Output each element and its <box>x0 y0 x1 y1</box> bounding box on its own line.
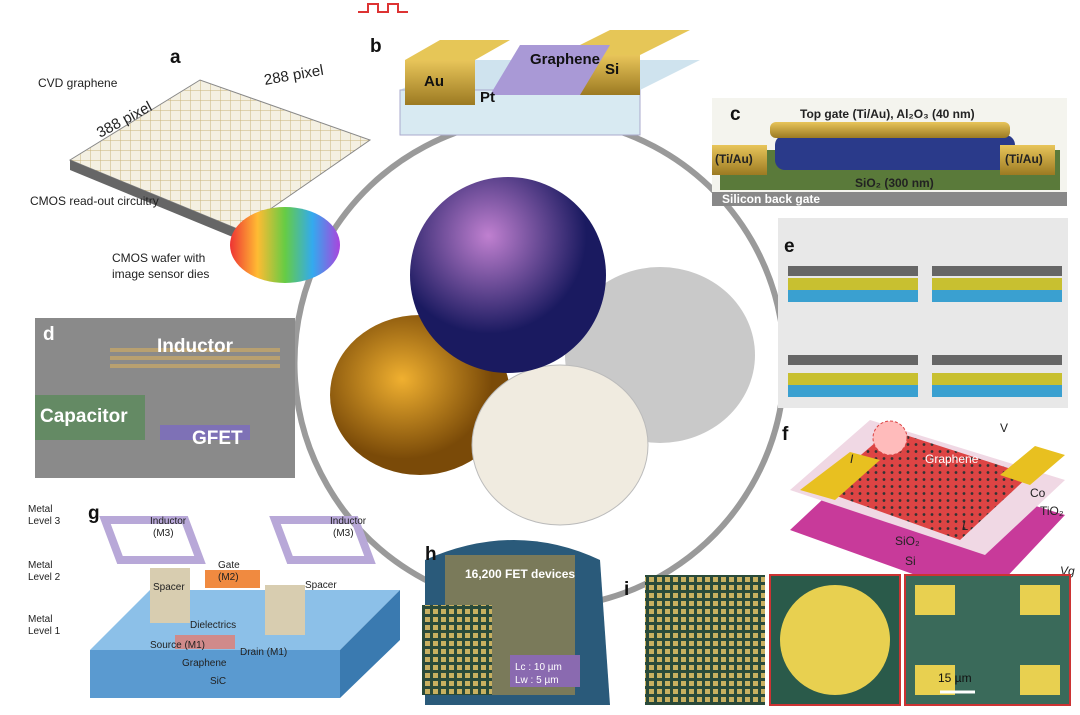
label: Spacer <box>305 580 337 591</box>
label: Gate <box>218 560 240 571</box>
label: Top gate (Ti/Au), Al₂O₃ (40 nm) <box>800 107 975 121</box>
scale-bar: 15 µm <box>938 671 972 685</box>
label: CMOS read-out circuitry <box>30 194 159 208</box>
label: (M3) <box>333 528 354 539</box>
label: 16,200 FET devices <box>465 567 575 581</box>
label: Inductor <box>157 336 234 357</box>
label: SiO₂ (300 nm) <box>855 176 934 190</box>
label: Inductor <box>150 516 187 527</box>
label: 288 pixel <box>263 62 325 89</box>
panel-a: a CVD graphene 288 pixel 388 pixel CMOS … <box>30 47 372 283</box>
label: Dielectrics <box>190 620 236 631</box>
label: Silicon back gate <box>722 192 820 206</box>
label: Inductor <box>330 516 367 527</box>
label: TiO₂ <box>1040 504 1064 518</box>
panel-label: c <box>730 104 741 125</box>
panel-label: b <box>370 36 382 57</box>
label: Lw : 5 µm <box>515 675 559 686</box>
label: (M3) <box>153 528 174 539</box>
panel-g: g Metal Level 3 Metal Level 2 Metal Leve… <box>28 503 400 698</box>
label: V <box>1000 421 1008 435</box>
label: Si <box>905 554 916 568</box>
label: Graphene <box>530 51 600 68</box>
panel-label: i <box>624 579 629 600</box>
readout <box>70 160 240 240</box>
label: Metal <box>28 614 52 625</box>
label: Capacitor <box>40 406 128 427</box>
panel-e: e <box>778 218 1068 408</box>
panel-h: h 16,200 FET devices Lc : 10 µm Lw : 5 µ… <box>422 540 610 705</box>
panel-label: f <box>782 424 789 445</box>
label: image sensor dies <box>112 267 209 281</box>
label: Level 3 <box>28 516 61 527</box>
label: Graphene <box>182 658 227 669</box>
wafer <box>471 364 649 526</box>
panel-label: d <box>43 324 55 345</box>
label: Graphene <box>925 452 979 466</box>
label: Lc : 10 µm <box>515 662 562 673</box>
panel-c: c Top gate (Ti/Au), Al₂O₃ (40 nm) (Ti/Au… <box>712 98 1067 206</box>
label: L <box>962 519 969 533</box>
panel-f: f I V Graphene Co TiO₂ L SiO₂ Si Vg <box>782 420 1075 600</box>
label: GFET <box>192 428 243 449</box>
wafer <box>410 177 606 373</box>
panel-b: b Au Pt Graphene Si <box>358 3 700 136</box>
panel-label: a <box>170 47 181 68</box>
label: Pt <box>480 89 495 106</box>
label: Si <box>605 61 619 78</box>
label: I <box>850 452 854 466</box>
label: CVD graphene <box>38 76 118 90</box>
panel-d: d Inductor Capacitor GFET <box>35 318 295 478</box>
label: Spacer <box>153 582 185 593</box>
label: CMOS wafer with <box>112 251 205 265</box>
label: Metal <box>28 560 52 571</box>
panel-i: i 15 µm <box>624 574 1071 706</box>
label: Level 1 <box>28 626 61 637</box>
center-wafers <box>291 115 788 611</box>
label: Level 2 <box>28 572 61 583</box>
label: Drain (M1) <box>240 647 287 658</box>
label: (Ti/Au) <box>1005 152 1043 166</box>
panel-label: g <box>88 503 100 524</box>
label: SiO₂ <box>895 534 920 548</box>
cmos-wafer <box>230 207 340 283</box>
label: SiC <box>210 676 226 687</box>
panel-label: h <box>425 544 437 565</box>
label: Metal <box>28 504 52 515</box>
label: (M2) <box>218 572 239 583</box>
label: (Ti/Au) <box>715 152 753 166</box>
panel-label: e <box>784 236 795 257</box>
label: Co <box>1030 486 1046 500</box>
label: Source (M1) <box>150 640 205 651</box>
label: Au <box>424 73 444 90</box>
